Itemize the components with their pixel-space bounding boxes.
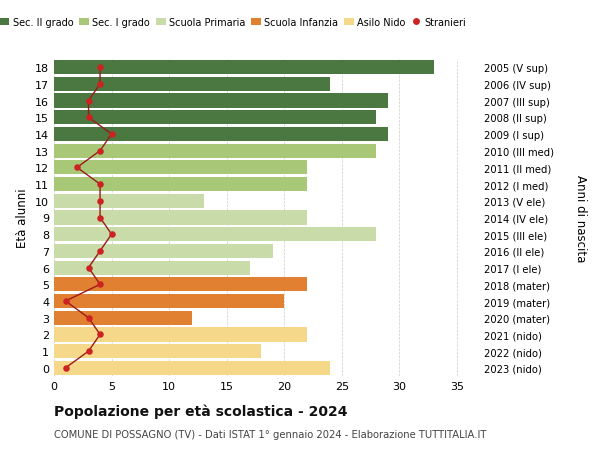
Point bbox=[61, 298, 70, 305]
Point bbox=[84, 348, 94, 355]
Bar bbox=[54, 311, 192, 325]
Point bbox=[107, 131, 116, 138]
Point bbox=[95, 331, 105, 338]
Point bbox=[72, 164, 82, 172]
Point bbox=[84, 264, 94, 272]
Y-axis label: Anni di nascita: Anni di nascita bbox=[574, 174, 587, 262]
Bar bbox=[54, 144, 376, 158]
Point bbox=[95, 198, 105, 205]
Bar bbox=[54, 161, 307, 175]
Bar bbox=[54, 261, 250, 275]
Point bbox=[84, 114, 94, 122]
Bar bbox=[54, 78, 331, 92]
Bar bbox=[54, 361, 331, 375]
Bar bbox=[54, 328, 307, 342]
Bar bbox=[54, 111, 376, 125]
Point bbox=[95, 214, 105, 222]
Point bbox=[95, 181, 105, 188]
Point bbox=[84, 314, 94, 322]
Legend: Sec. II grado, Sec. I grado, Scuola Primaria, Scuola Infanzia, Asilo Nido, Stran: Sec. II grado, Sec. I grado, Scuola Prim… bbox=[0, 14, 470, 32]
Bar bbox=[54, 61, 434, 75]
Point bbox=[61, 364, 70, 372]
Text: COMUNE DI POSSAGNO (TV) - Dati ISTAT 1° gennaio 2024 - Elaborazione TUTTITALIA.I: COMUNE DI POSSAGNO (TV) - Dati ISTAT 1° … bbox=[54, 429, 487, 439]
Bar bbox=[54, 94, 388, 108]
Bar bbox=[54, 278, 307, 292]
Point bbox=[95, 64, 105, 72]
Bar bbox=[54, 194, 203, 208]
Point bbox=[107, 231, 116, 238]
Point bbox=[95, 248, 105, 255]
Point bbox=[95, 148, 105, 155]
Text: Popolazione per età scolastica - 2024: Popolazione per età scolastica - 2024 bbox=[54, 404, 347, 419]
Bar bbox=[54, 294, 284, 308]
Bar bbox=[54, 228, 376, 242]
Point bbox=[95, 281, 105, 288]
Point bbox=[95, 81, 105, 88]
Bar bbox=[54, 178, 307, 192]
Bar bbox=[54, 344, 261, 358]
Y-axis label: Età alunni: Età alunni bbox=[16, 188, 29, 248]
Bar bbox=[54, 211, 307, 225]
Point bbox=[84, 98, 94, 105]
Bar bbox=[54, 244, 273, 258]
Bar bbox=[54, 128, 388, 142]
